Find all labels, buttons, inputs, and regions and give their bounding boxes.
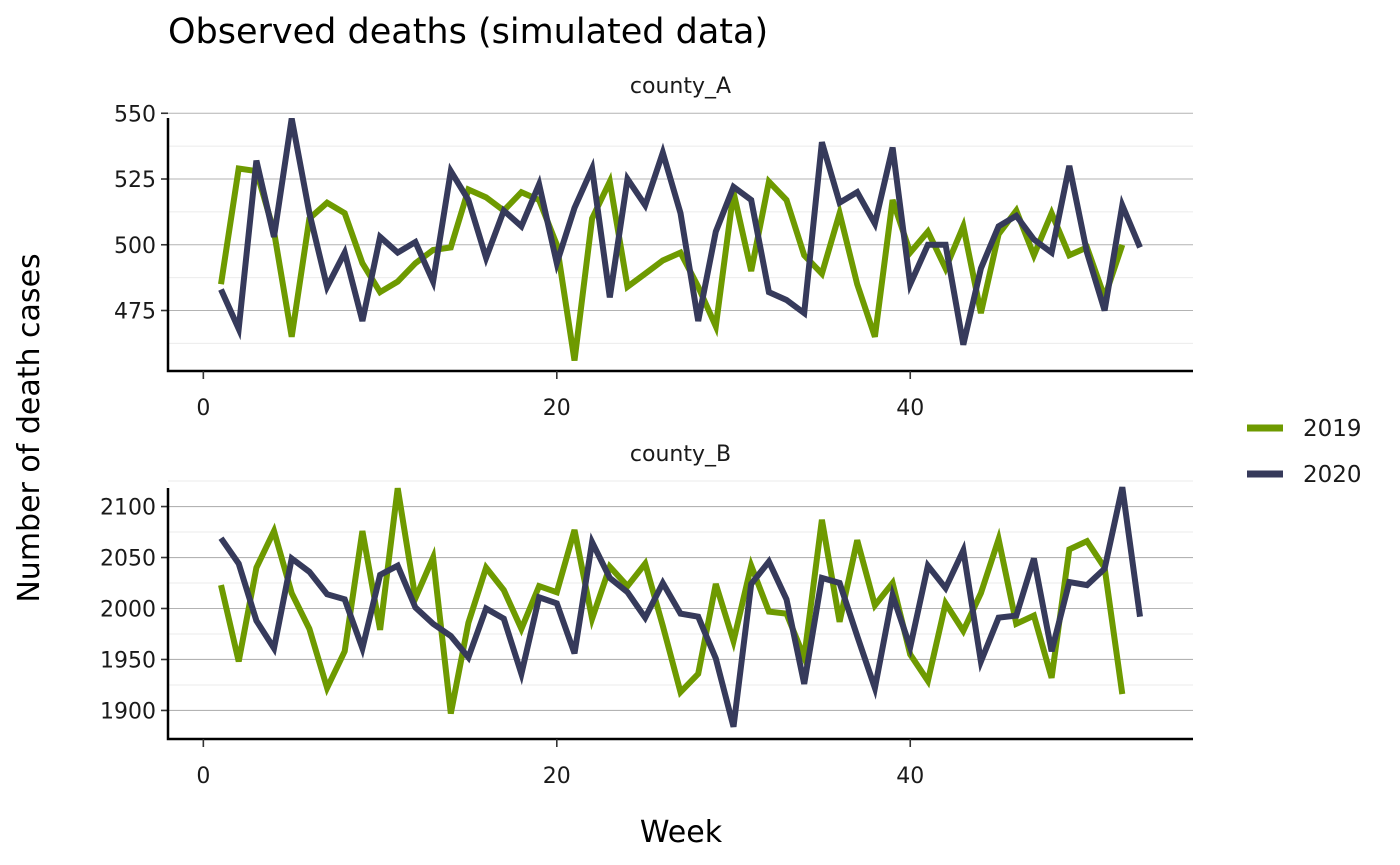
y-tick-label: 1900: [100, 699, 156, 724]
x-tick-label: 20: [543, 396, 571, 421]
y-tick-label: 475: [114, 300, 156, 325]
y-tick-label: 550: [114, 102, 156, 127]
legend-label: 2019: [1303, 416, 1362, 442]
x-tick-label: 0: [196, 396, 210, 421]
y-axis-title: Number of death cases: [12, 253, 47, 602]
y-tick-label: 1950: [100, 648, 156, 673]
panel-strip-label: county_B: [630, 442, 731, 467]
y-tick-label: 2050: [100, 547, 156, 572]
legend-label: 2020: [1303, 462, 1362, 488]
axis-frame: [166, 488, 1193, 741]
series-line-2019: [218, 165, 1126, 361]
x-tick-label: 40: [896, 764, 924, 789]
facet-panels: county_A 475 500 525 550 0 20 40 county_B 1900 195…: [100, 74, 1193, 789]
y-tick-label: 2000: [100, 598, 156, 623]
x-tick-label: 40: [896, 396, 924, 421]
y-tick-label: 2100: [100, 496, 156, 521]
panel-strip-label: county_A: [630, 74, 731, 99]
panel-county_A: county_A 475 500 525 550 0 20 40: [114, 74, 1193, 421]
x-tick-label: 20: [543, 764, 571, 789]
x-axis-title: Week: [640, 815, 723, 850]
y-tick-label: 525: [114, 168, 156, 193]
legend: 2019 2020: [1247, 416, 1362, 488]
series-line-2020: [218, 117, 1143, 346]
series-line-2020: [218, 486, 1143, 728]
panel-county_B: county_B 1900 1950 2000 2050 2100 0 20 40: [100, 442, 1193, 789]
chart-title: Observed deaths (simulated data): [168, 12, 768, 52]
legend-item-2020: 2020: [1247, 462, 1362, 488]
x-tick-label: 0: [196, 764, 210, 789]
legend-item-2019: 2019: [1247, 416, 1362, 442]
y-tick-label: 500: [114, 234, 156, 259]
axis-frame: [166, 118, 1193, 373]
